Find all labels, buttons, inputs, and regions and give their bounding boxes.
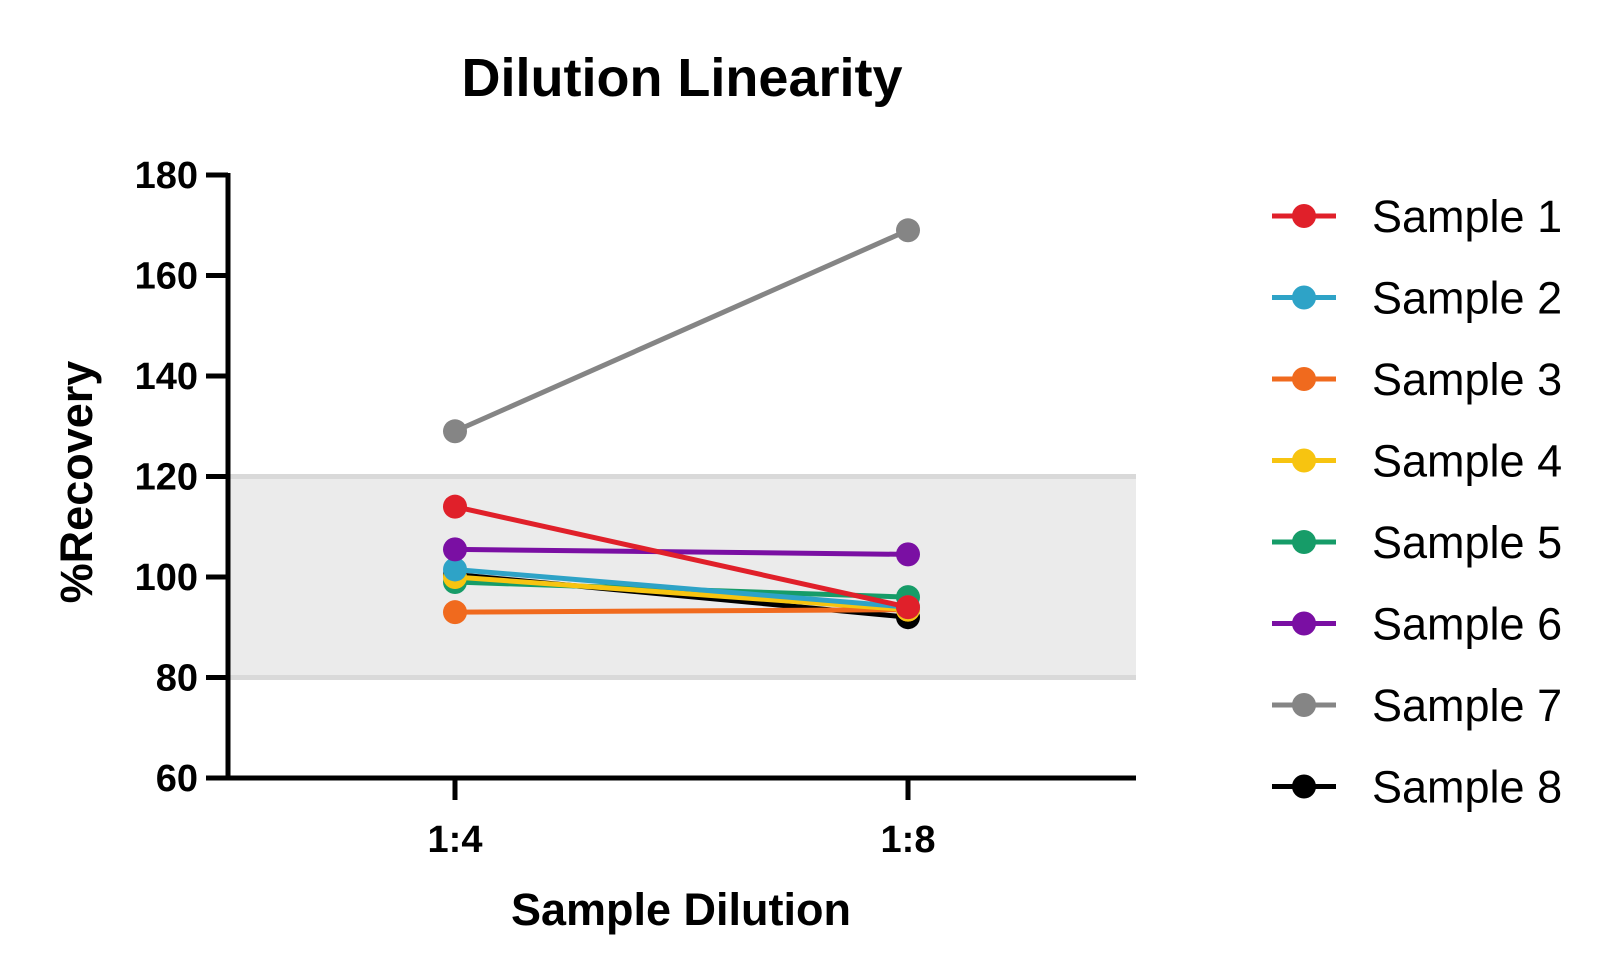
series-line — [454, 546, 909, 557]
chart-title: Dilution Linearity — [461, 48, 902, 108]
legend-label: Sample 8 — [1372, 762, 1562, 813]
x-axis-label: Sample Dilution — [511, 884, 851, 935]
series-line — [454, 566, 909, 610]
data-point — [443, 419, 467, 444]
series-line — [453, 227, 910, 434]
series-line — [454, 574, 909, 613]
y-tick-label: 120 — [135, 457, 198, 499]
y-axis-label: %Recovery — [51, 361, 102, 604]
series-group — [443, 218, 920, 630]
legend-marker — [1292, 693, 1316, 717]
legend-item-6: Sample 6 — [1272, 599, 1562, 650]
data-point — [896, 218, 920, 243]
legend-label: Sample 1 — [1372, 191, 1562, 242]
data-point — [443, 494, 467, 519]
legend-marker — [1292, 530, 1316, 554]
y-tick-label: 100 — [135, 557, 198, 599]
series-line — [454, 607, 909, 615]
x-tick-label: 1:4 — [428, 819, 483, 861]
legend-item-7: Sample 7 — [1272, 680, 1562, 731]
plot-area — [228, 474, 1136, 680]
series-line — [454, 504, 909, 610]
legend-marker — [1292, 367, 1316, 391]
y-tick-label: 60 — [156, 758, 198, 800]
data-point — [443, 537, 467, 562]
legend-marker — [1292, 448, 1316, 473]
legend-item-5: Sample 5 — [1272, 517, 1562, 568]
legend-label: Sample 7 — [1372, 680, 1562, 731]
series-1 — [443, 494, 920, 620]
y-tick-label: 180 — [135, 155, 198, 197]
x-tick-label: 1:8 — [881, 819, 936, 861]
legend-marker — [1292, 611, 1316, 636]
legend-label: Sample 3 — [1372, 354, 1562, 405]
legend-item-1: Sample 1 — [1272, 191, 1562, 242]
legend-label: Sample 2 — [1372, 273, 1562, 324]
legend-label: Sample 6 — [1372, 599, 1562, 650]
y-tick-label: 140 — [135, 356, 198, 398]
series-6 — [443, 537, 920, 567]
y-tick-label: 80 — [156, 658, 198, 700]
data-point — [896, 595, 920, 620]
legend-marker — [1292, 204, 1316, 228]
legend-item-2: Sample 2 — [1272, 273, 1562, 324]
legend-marker — [1292, 285, 1316, 310]
x-axis: 1:4 1:8 — [226, 775, 1136, 861]
data-point — [443, 600, 467, 625]
legend-item-8: Sample 8 — [1272, 762, 1562, 813]
legend-label: Sample 5 — [1372, 517, 1562, 568]
series-7 — [443, 218, 920, 444]
data-point — [443, 557, 467, 582]
y-tick-label: 160 — [135, 256, 198, 298]
legend: Sample 1 Sample 2 Sample 3 Sample 4 Sample 5… — [1272, 191, 1562, 813]
data-point — [896, 542, 920, 567]
legend-item-4: Sample 4 — [1272, 436, 1562, 487]
y-axis: 60 80 100 120 140 160 180 — [135, 155, 231, 800]
legend-label: Sample 4 — [1372, 436, 1562, 487]
legend-item-3: Sample 3 — [1272, 354, 1562, 405]
legend-marker — [1292, 774, 1316, 799]
acceptance-band — [228, 476, 1136, 678]
